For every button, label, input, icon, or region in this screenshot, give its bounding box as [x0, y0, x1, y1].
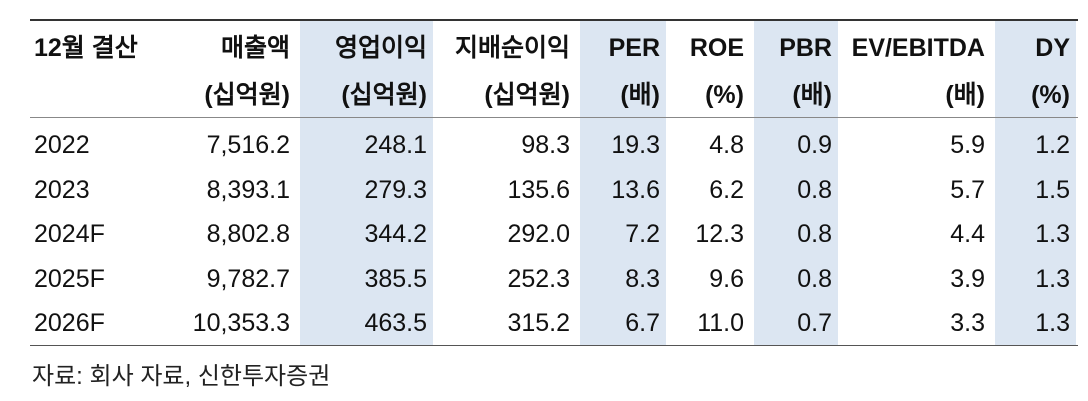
header-cell: 12월 결산 — [34, 34, 138, 62]
table-cell: 4.4 — [950, 220, 985, 248]
table-cell: 1.2 — [1035, 131, 1070, 159]
header-cell: (%) — [1031, 81, 1070, 109]
table-cell: 279.3 — [364, 175, 427, 204]
table-cell: 1.3 — [1035, 264, 1070, 293]
header-cell: (배) — [620, 81, 660, 109]
row-label: 2025F — [34, 264, 105, 293]
header-cell: (십억원) — [341, 81, 427, 109]
table-cell: 292.0 — [507, 220, 570, 248]
table-cell: 4.8 — [709, 131, 744, 159]
table-cell: 0.8 — [797, 264, 832, 293]
column-shade — [300, 20, 433, 346]
table-cell: 0.9 — [797, 131, 832, 159]
table-cell: 8,802.8 — [206, 220, 290, 248]
header-cell: (배) — [945, 81, 985, 109]
row-label: 2024F — [34, 220, 105, 248]
table-cell: 7.2 — [625, 220, 660, 248]
table-cell: 344.2 — [364, 220, 427, 248]
header-rule — [30, 117, 1078, 118]
table-cell: 1.3 — [1035, 309, 1070, 337]
table-cell: 248.1 — [364, 131, 427, 159]
column-shade — [995, 20, 1076, 346]
table-cell: 463.5 — [364, 309, 427, 337]
column-shade — [754, 20, 838, 346]
table-cell: 5.7 — [950, 175, 985, 204]
table-cell: 98.3 — [521, 131, 570, 159]
header-cell: (%) — [705, 81, 744, 109]
header-cell: (배) — [792, 81, 832, 109]
table-cell: 135.6 — [507, 175, 570, 204]
table-cell: 6.7 — [625, 309, 660, 337]
header-cell: DY — [1035, 34, 1070, 62]
table-cell: 5.9 — [950, 131, 985, 159]
table-cell: 385.5 — [364, 264, 427, 293]
top-rule — [30, 19, 1078, 21]
header-cell: EV/EBITDA — [851, 34, 985, 62]
table-cell: 0.7 — [797, 309, 832, 337]
header-cell: 영업이익 — [334, 34, 427, 62]
table-cell: 1.3 — [1035, 220, 1070, 248]
table-cell: 12.3 — [695, 220, 744, 248]
table-cell: 8.3 — [625, 264, 660, 293]
table-cell: 8,393.1 — [206, 175, 290, 204]
bottom-rule — [30, 345, 1078, 346]
header-cell: (십억원) — [204, 81, 290, 109]
table-cell: 1.5 — [1035, 175, 1070, 204]
table-cell: 315.2 — [507, 309, 570, 337]
table-cell: 3.3 — [950, 309, 985, 337]
table-cell: 7,516.2 — [206, 131, 290, 159]
header-cell: PBR — [779, 34, 832, 62]
table-cell: 0.8 — [797, 220, 832, 248]
table-cell: 9,782.7 — [206, 264, 290, 293]
row-label: 2026F — [34, 309, 105, 337]
header-cell: (십억원) — [484, 81, 570, 109]
table-cell: 6.2 — [709, 175, 744, 204]
source-note: 자료: 회사 자료, 신한투자증권 — [32, 363, 331, 390]
table-cell: 11.0 — [697, 309, 744, 337]
table-cell: 3.9 — [950, 264, 985, 293]
table-cell: 0.8 — [797, 175, 832, 204]
table-cell: 19.3 — [611, 131, 660, 159]
column-shade — [580, 20, 666, 346]
table-cell: 9.6 — [709, 264, 744, 293]
header-cell: 지배순이익 — [454, 34, 570, 62]
row-label: 2022 — [34, 131, 90, 159]
header-cell: PER — [608, 34, 660, 62]
row-label: 2023 — [34, 175, 90, 204]
table-cell: 10,353.3 — [192, 309, 290, 337]
table-cell: 13.6 — [611, 175, 660, 204]
table-cell: 252.3 — [507, 264, 570, 293]
header-cell: ROE — [689, 34, 744, 62]
header-cell: 매출액 — [220, 34, 290, 62]
